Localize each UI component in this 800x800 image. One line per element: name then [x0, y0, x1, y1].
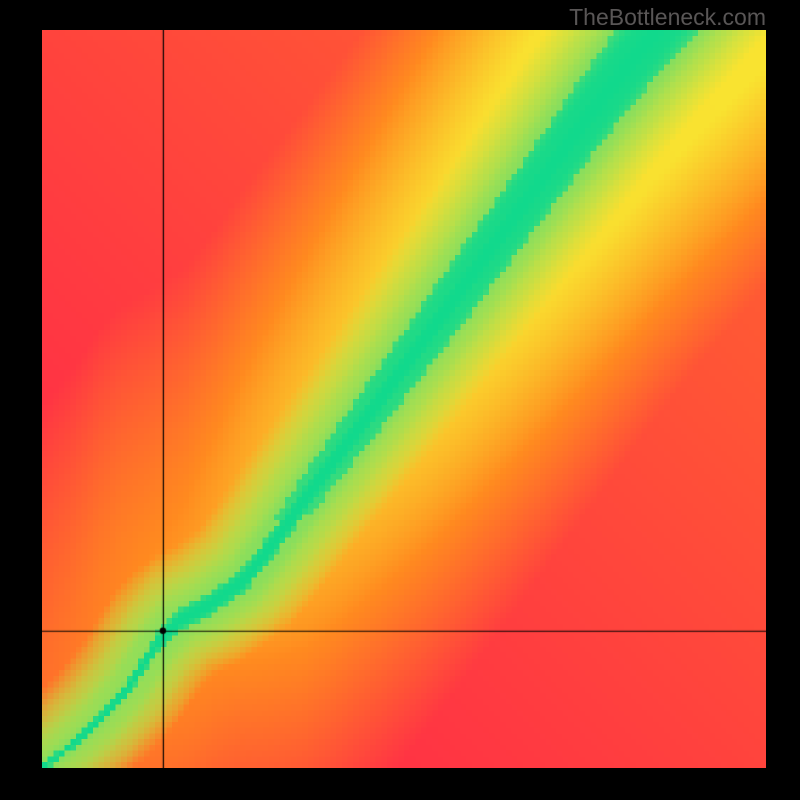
chart-container: TheBottleneck.com — [0, 0, 800, 800]
bottleneck-heatmap — [42, 30, 766, 768]
watermark-text: TheBottleneck.com — [569, 4, 766, 31]
